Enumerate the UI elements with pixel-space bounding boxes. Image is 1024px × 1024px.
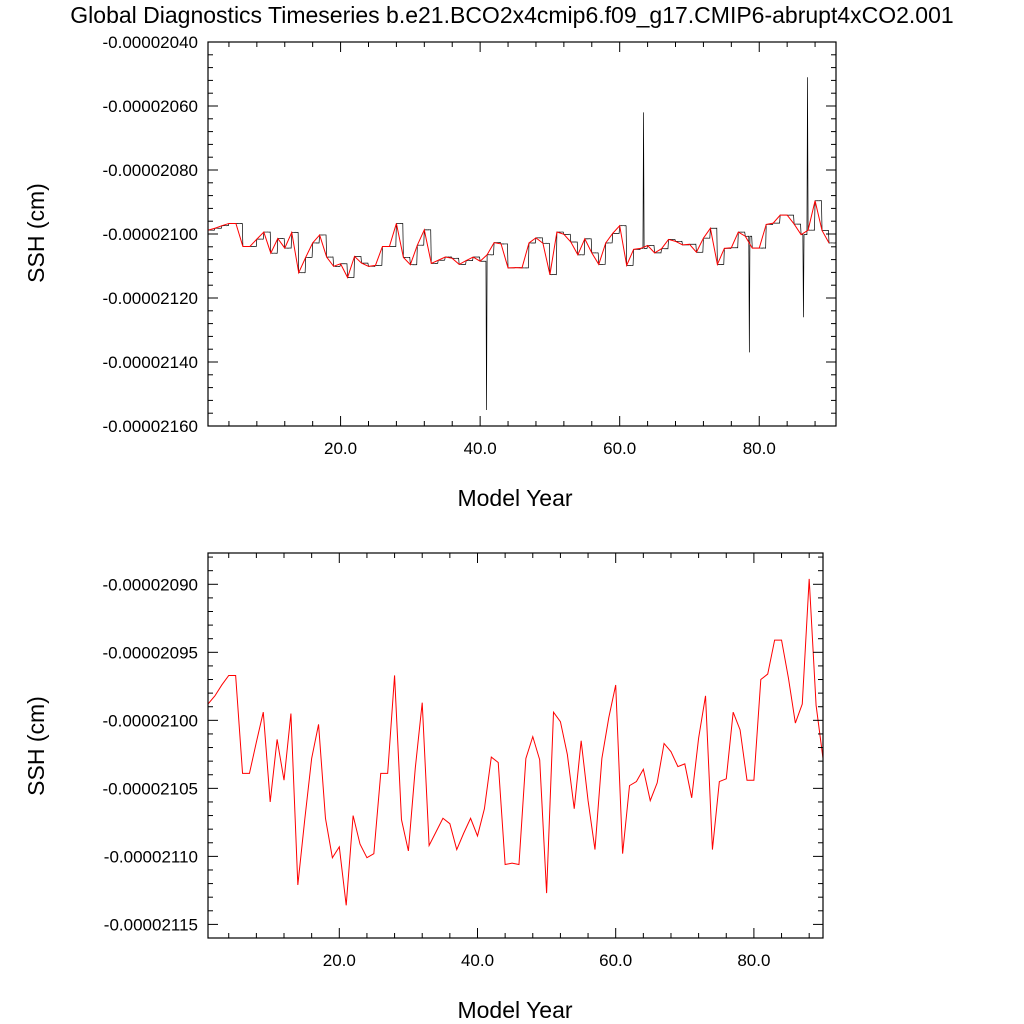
top-monthly-series-line	[208, 77, 836, 411]
top-y-axis-label: SSH (cm)	[23, 183, 49, 283]
bottom-y-tick-label: -0.00002095	[103, 643, 198, 662]
bottom-x-tick-label: 80.0	[737, 951, 770, 970]
top-annual-series-line	[208, 200, 830, 279]
top-x-tick-label: 20.0	[324, 439, 357, 458]
bottom-plot-frame	[207, 552, 824, 939]
top-y-tick-label: -0.00002040	[103, 33, 198, 52]
bottom-axes: -0.00002090 -0.00002095 -0.00002100 -0.0000…	[103, 552, 824, 970]
top-y-tick-label: -0.00002080	[103, 161, 198, 180]
bottom-panel: -0.00002090 -0.00002095 -0.00002100 -0.0000…	[23, 552, 824, 1023]
top-y-tick-label: -0.00002060	[103, 97, 198, 116]
bottom-x-tick-label: 40.0	[461, 951, 494, 970]
top-x-tick-label: 60.0	[603, 439, 636, 458]
top-y-tick-label: -0.00002140	[103, 353, 198, 372]
bottom-traces	[208, 578, 823, 906]
top-panel: -0.00002040 -0.00002060 -0.00002080 -0.0000…	[23, 33, 837, 511]
top-traces	[208, 77, 836, 411]
bottom-y-tick-label: -0.00002090	[103, 575, 198, 594]
top-x-axis-label: Model Year	[457, 485, 572, 511]
chart-title: Global Diagnostics Timeseries b.e21.BCO2…	[70, 2, 954, 28]
bottom-y-tick-label: -0.00002100	[103, 711, 198, 730]
bottom-x-tick-label: 20.0	[323, 951, 356, 970]
top-axes: -0.00002040 -0.00002060 -0.00002080 -0.0000…	[103, 33, 837, 458]
bottom-y-tick-label: -0.00002105	[103, 779, 198, 798]
bottom-y-tick-label: -0.00002115	[104, 915, 198, 934]
top-y-tick-label: -0.00002120	[103, 289, 198, 308]
top-x-tick-label: 40.0	[464, 439, 497, 458]
bottom-annual-series-line	[208, 578, 823, 906]
bottom-y-tick-label: -0.00002110	[104, 847, 198, 866]
top-y-tick-label: -0.00002100	[103, 225, 198, 244]
bottom-x-tick-label: 60.0	[599, 951, 632, 970]
bottom-y-axis-label: SSH (cm)	[23, 696, 49, 796]
top-x-tick-label: 80.0	[743, 439, 776, 458]
top-y-tick-label: -0.00002160	[103, 417, 198, 436]
bottom-x-axis-label: Model Year	[457, 997, 572, 1023]
